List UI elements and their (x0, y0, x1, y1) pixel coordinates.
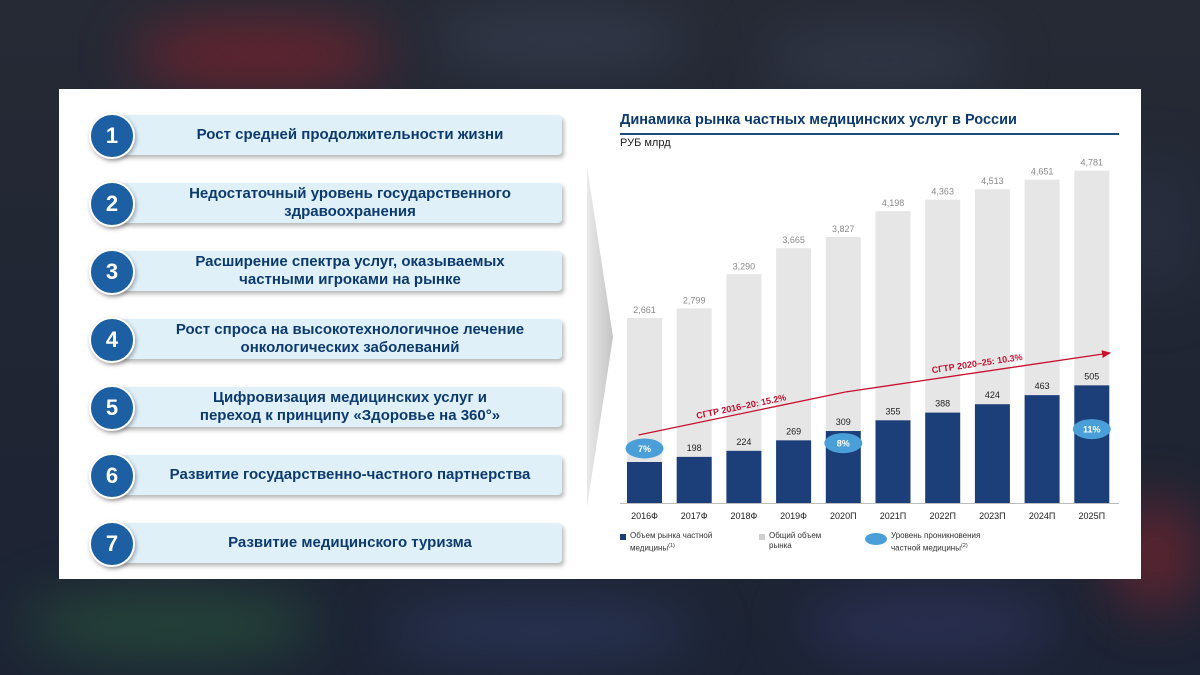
factor-number: 1 (89, 113, 135, 159)
factor-item: Развитие медицинского туризма 7 (89, 521, 564, 567)
total-value-label: 3,827 (832, 224, 855, 234)
private-value-label: 269 (786, 426, 801, 436)
penetration-bubble (824, 433, 863, 454)
factor-pill (105, 251, 562, 291)
factor-number: 4 (89, 317, 135, 363)
factor-pill (105, 523, 562, 563)
total-value-label: 3,665 (782, 235, 805, 245)
legend-item-penetration: Уровень проникновения частной медицины(2) (891, 531, 981, 553)
chart-title: Динамика рынка частных медицинских услуг… (620, 112, 1017, 128)
factor-number: 3 (89, 249, 135, 295)
factor-pill (105, 183, 562, 223)
total-value-label: 4,651 (1031, 167, 1054, 177)
private-market-bar (875, 420, 911, 503)
factor-pill (105, 115, 562, 155)
private-value-label: 355 (885, 406, 900, 416)
factor-item: Рост спроса на высокотехнологичное лечен… (89, 317, 564, 363)
cagr-arrow-2016-2020 (638, 391, 846, 436)
private-market-bar (627, 462, 662, 503)
category-label: 2024П (1029, 511, 1056, 521)
legend-item-total: Общий объем рынка (769, 531, 822, 550)
factor-number: 7 (89, 521, 135, 567)
factor-item: Недостаточный уровень государственного зд… (89, 181, 564, 227)
penetration-label: 7% (638, 444, 651, 454)
private-market-bar (776, 440, 812, 503)
category-label: 2017Ф (681, 511, 708, 521)
private-market-bar (974, 404, 1010, 503)
category-label: 2023П (979, 511, 1006, 521)
market-bar-chart: 2,6611762016Ф2,7991982017Ф3,2902242018Ф3… (620, 158, 1119, 521)
factor-number: 5 (89, 385, 135, 431)
private-market-bar (1024, 395, 1060, 503)
total-value-label: 2,661 (633, 305, 656, 315)
private-value-label: 198 (687, 443, 702, 453)
total-value-label: 4,198 (882, 198, 905, 208)
total-value-label: 4,781 (1081, 158, 1104, 168)
private-value-label: 388 (935, 399, 950, 409)
category-label: 2018Ф (730, 511, 757, 521)
factor-text: Рост спроса на высокотехнологичное лечен… (175, 321, 525, 356)
category-label: 2021П (880, 511, 907, 521)
category-label: 2022П (929, 511, 956, 521)
factor-text: Расширение спектра услуг, оказываемых час… (195, 253, 505, 288)
unit-label: РУБ млрд (620, 137, 671, 149)
factor-item: Расширение спектра услуг, оказываемых час… (89, 249, 564, 295)
private-market-bar (726, 450, 762, 503)
factor-pill (105, 319, 562, 359)
factor-text: Развитие государственно-частного партнер… (169, 466, 531, 483)
title-underline (620, 133, 1119, 135)
private-value-label: 424 (985, 390, 1000, 400)
chevron-arrow-shape (587, 167, 613, 507)
slide: Рост средней продолжительности жизни 1 Н… (59, 89, 1141, 579)
private-value-label: 224 (736, 437, 751, 447)
factor-text: Рост средней продолжительности жизни (196, 126, 504, 143)
total-value-label: 2,799 (683, 295, 706, 305)
factor-pill (105, 455, 562, 495)
penetration-bubble (1072, 419, 1111, 440)
factor-text: Развитие медицинского туризма (228, 534, 472, 551)
category-label: 2020П (830, 511, 857, 521)
legend-swatch-penetration (865, 533, 887, 545)
penetration-bubble (625, 438, 664, 459)
private-market-bar (1074, 385, 1110, 503)
private-value-label: 309 (836, 417, 851, 427)
category-label: 2025П (1079, 511, 1106, 521)
private-value-label: 463 (1035, 381, 1050, 391)
total-value-label: 4,363 (931, 187, 954, 197)
penetration-label: 11% (1083, 425, 1101, 435)
factor-pill (105, 387, 562, 427)
private-market-bar (676, 456, 712, 503)
total-value-label: 4,513 (981, 176, 1004, 186)
cagr-arrow-2020-2025 (845, 350, 1112, 393)
category-label: 2016Ф (631, 511, 658, 521)
legend-swatch-private (620, 534, 626, 540)
private-market-bar (925, 412, 961, 503)
total-value-label: 3,290 (733, 261, 756, 271)
factor-item: Рост средней продолжительности жизни 1 (89, 113, 564, 159)
private-value-label: 505 (1084, 371, 1099, 381)
factor-item: Цифровизация медицинских услуг и переход … (89, 385, 564, 431)
factor-number: 6 (89, 453, 135, 499)
factor-item: Развитие государственно-частного партнер… (89, 453, 564, 499)
factor-text: Цифровизация медицинских услуг и переход … (199, 389, 501, 424)
penetration-label: 8% (837, 439, 850, 449)
category-label: 2019Ф (780, 511, 807, 521)
factor-text: Недостаточный уровень государственного зд… (189, 185, 511, 220)
legend-item-private: Объем рынка частной медицины(1) (630, 531, 713, 553)
legend-swatch-total (759, 534, 765, 540)
factor-number: 2 (89, 181, 135, 227)
